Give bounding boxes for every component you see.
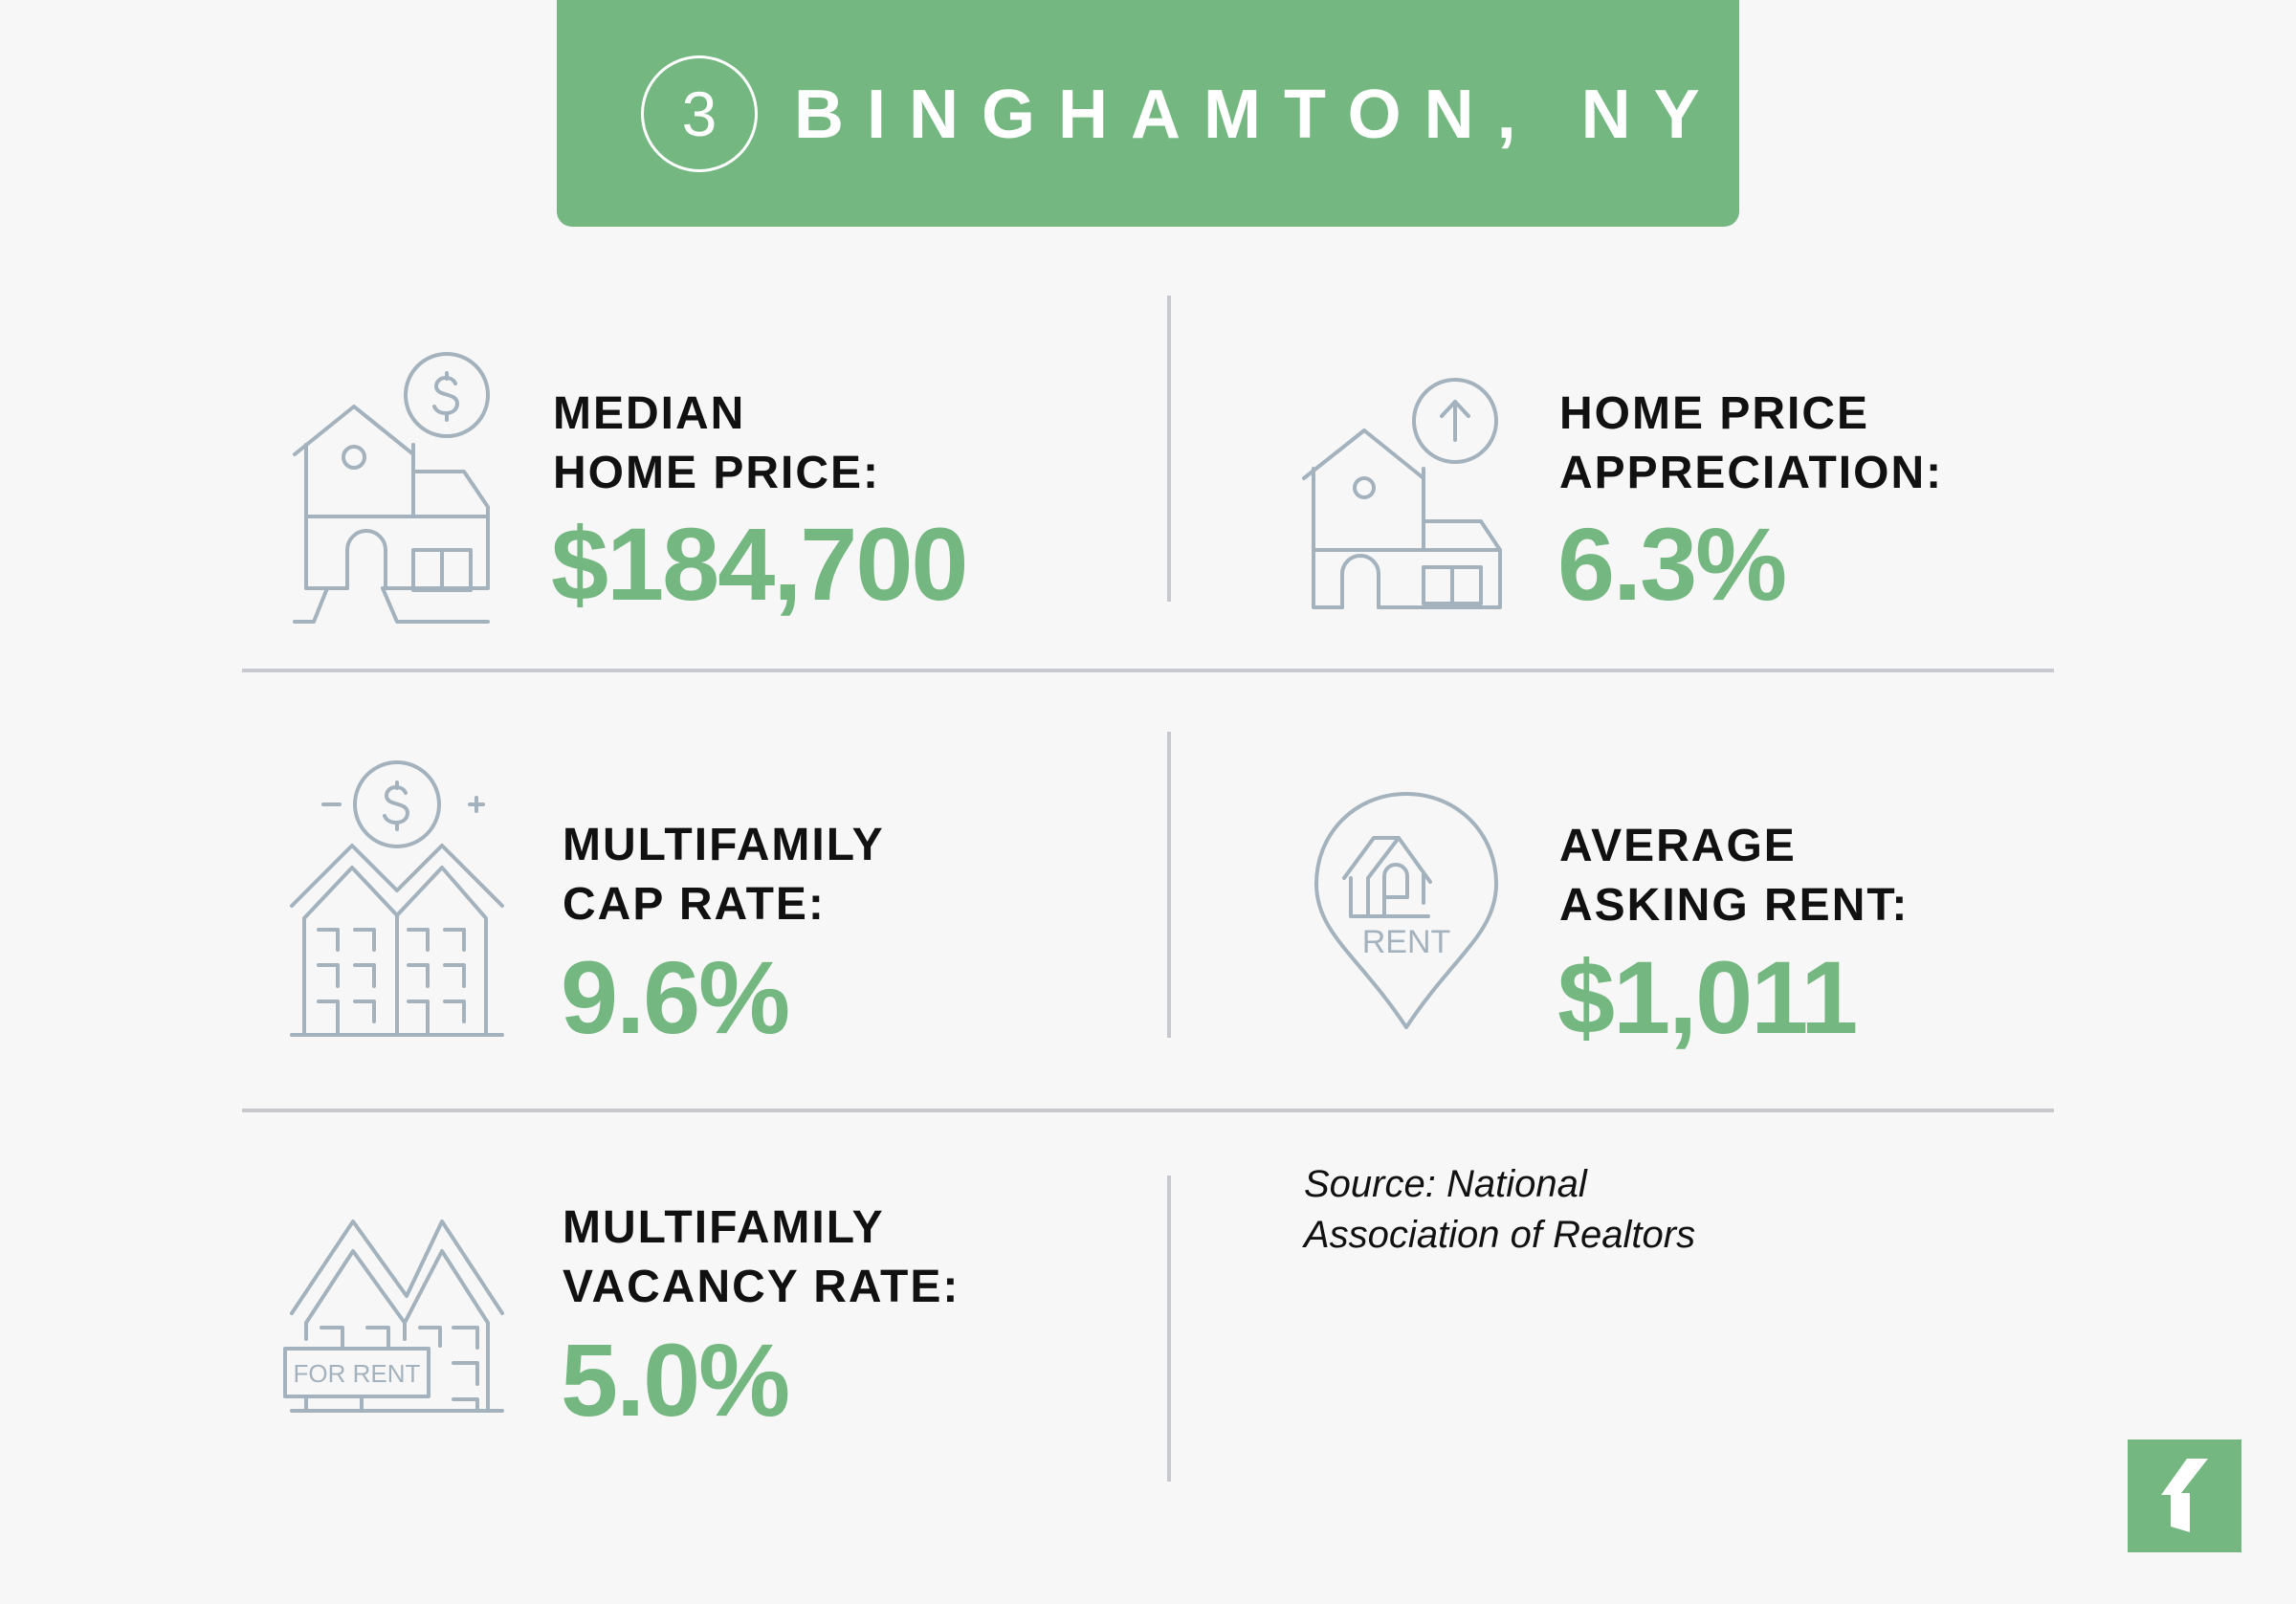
- stat-value-multifamily-cap-rate: 9.6%: [561, 939, 790, 1055]
- brand-logo-icon: [2161, 1459, 2208, 1532]
- stat-value-multifamily-vacancy-rate: 5.0%: [561, 1322, 790, 1438]
- house-arrow-up-icon: [1299, 378, 1505, 609]
- stat-label-line1: MULTIFAMILY: [563, 820, 885, 870]
- vertical-divider-row3: [1167, 1176, 1171, 1482]
- multifamily-dollar-icon: [290, 760, 505, 1038]
- stat-label-home-price-appreciation: HOME PRICE APPRECIATION:: [1559, 385, 1943, 503]
- svg-text:RENT: RENT: [1362, 924, 1451, 960]
- stat-value-home-price-appreciation: 6.3%: [1557, 506, 1787, 622]
- stat-label-line2: ASKING RENT:: [1559, 880, 1910, 931]
- vertical-divider-row2: [1167, 732, 1171, 1038]
- source-note: Source: National Association of Realtors: [1304, 1159, 1695, 1261]
- brand-logo: [2128, 1439, 2241, 1552]
- vertical-divider-row1: [1167, 296, 1171, 602]
- stat-value-average-asking-rent: $1,011: [1557, 939, 1858, 1055]
- source-line2: Association of Realtors: [1304, 1214, 1696, 1256]
- source-line1: Source: National: [1304, 1163, 1587, 1205]
- rank-badge: 3: [641, 55, 758, 172]
- stat-label-median-home-price: MEDIAN HOME PRICE:: [553, 385, 880, 503]
- horizontal-divider-2: [242, 1109, 2054, 1112]
- horizontal-divider-1: [242, 669, 2054, 672]
- svg-text:FOR RENT: FOR RENT: [294, 1359, 421, 1388]
- stat-label-line1: AVERAGE: [1559, 821, 1797, 871]
- stat-label-line2: HOME PRICE:: [553, 448, 881, 498]
- city-title: BINGHAMTON, NY: [794, 77, 1723, 153]
- rent-pin-icon: RENT: [1313, 790, 1500, 1029]
- stat-label-line1: MEDIAN: [553, 388, 746, 439]
- stat-label-line1: HOME PRICE: [1559, 388, 1870, 439]
- stat-label-line2: VACANCY RATE:: [563, 1262, 960, 1312]
- stat-label-average-asking-rent: AVERAGE ASKING RENT:: [1559, 817, 1909, 935]
- multifamily-for-rent-icon: FOR RENT: [277, 1219, 507, 1416]
- house-dollar-icon: [287, 349, 497, 624]
- stat-label-multifamily-cap-rate: MULTIFAMILY CAP RATE:: [563, 816, 885, 934]
- stat-label-multifamily-vacancy-rate: MULTIFAMILY VACANCY RATE:: [563, 1198, 960, 1317]
- stat-value-median-home-price: $184,700: [551, 506, 968, 622]
- rank-number: 3: [681, 78, 718, 149]
- stat-label-line2: CAP RATE:: [563, 879, 826, 930]
- stat-label-line1: MULTIFAMILY: [563, 1202, 885, 1253]
- stat-label-line2: APPRECIATION:: [1559, 448, 1944, 498]
